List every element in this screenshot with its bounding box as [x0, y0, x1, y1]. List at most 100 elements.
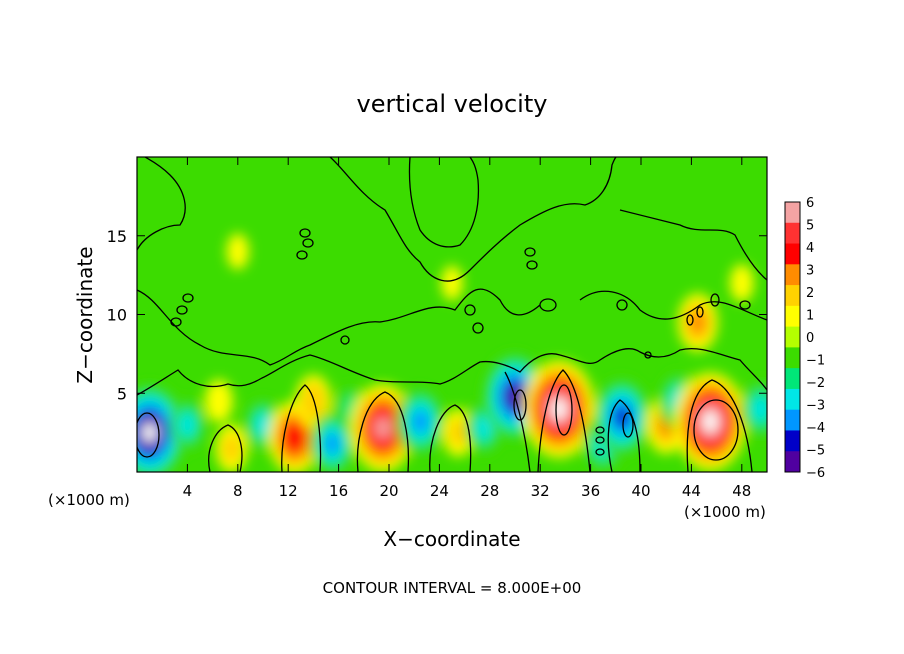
contour-line	[595, 436, 605, 444]
colorbar: 6 5 4 3 2 1 0 −1 −2 −3 −4 −5 −6	[784, 196, 825, 481]
colorbar-label: −1	[806, 354, 825, 369]
colorbar-swatch	[785, 222, 800, 245]
contour-line	[356, 391, 410, 472]
contour-line	[619, 209, 767, 281]
contour-line	[710, 293, 720, 307]
velocity-cell	[752, 396, 767, 422]
contour-line	[513, 389, 527, 421]
colorbar-swatch	[785, 305, 800, 328]
contour-line	[281, 384, 322, 472]
velocity-cell	[448, 418, 468, 448]
velocity-cell	[324, 433, 340, 455]
contour-lines	[137, 157, 767, 472]
colorbar-swatch	[785, 202, 800, 224]
velocity-field	[137, 233, 767, 472]
colorbar-swatch	[785, 409, 800, 431]
contour-line	[182, 293, 194, 303]
contour-line	[137, 412, 160, 458]
contour-line	[208, 424, 243, 472]
colorbar-label: 6	[806, 196, 814, 211]
x-tick-label: 32	[531, 482, 550, 500]
x-axis-unit-right: (×1000 m)	[684, 503, 766, 521]
x-axis: 4 8 12 16 20 24 28 32 36 40 44 48	[183, 157, 751, 500]
colorbar-swatch	[785, 451, 800, 473]
contour-line	[329, 157, 617, 282]
contour-line	[340, 335, 350, 345]
contour-line	[595, 448, 605, 456]
contour-line	[408, 157, 480, 248]
velocity-cell	[305, 389, 322, 413]
colorbar-swatch	[785, 326, 800, 348]
x-tick-label: 24	[430, 482, 449, 500]
colorbar-label: −5	[806, 444, 825, 459]
contour-line	[537, 369, 591, 472]
x-tick-label: 8	[233, 482, 243, 500]
x-axis-unit-left: (×1000 m)	[48, 491, 130, 509]
colorbar-label: 5	[806, 219, 814, 234]
contour-line	[170, 317, 182, 327]
colorbar-label: 1	[806, 309, 814, 324]
contour-line	[524, 247, 536, 257]
velocity-cell	[375, 417, 391, 439]
colorbar-swatch	[785, 285, 800, 307]
contour-line	[429, 404, 472, 472]
x-tick-label: 40	[631, 482, 650, 500]
contour-line	[739, 300, 751, 310]
velocity-cell	[703, 411, 718, 432]
contour-line	[579, 290, 767, 321]
contour-line	[696, 306, 704, 318]
contour-line	[686, 379, 753, 472]
contour-line	[302, 238, 314, 248]
contour-line	[616, 299, 628, 311]
y-tick-label: 5	[117, 384, 127, 403]
colorbar-label: −6	[806, 466, 825, 481]
y-axis: 5 10 15	[107, 227, 767, 403]
velocity-cell	[412, 410, 429, 433]
colorbar-frame	[784, 201, 801, 473]
velocity-cell	[255, 413, 271, 437]
velocity-cell	[551, 399, 567, 419]
contour-line	[526, 260, 538, 270]
y-tick-label: 10	[107, 306, 127, 325]
colorbar-label: −3	[806, 399, 825, 414]
velocity-cell	[179, 413, 196, 437]
contour-line	[622, 412, 634, 438]
x-tick-label: 44	[682, 482, 701, 500]
contour-line	[137, 348, 767, 396]
velocity-cell	[729, 264, 754, 302]
colorbar-swatch	[785, 243, 800, 265]
velocity-cell	[210, 388, 228, 415]
colorbar-swatch	[785, 347, 800, 369]
contour-line	[595, 426, 605, 434]
chart-title: vertical velocity	[357, 90, 548, 118]
contour-line	[299, 228, 311, 238]
x-tick-label: 16	[329, 482, 348, 500]
contour-line	[464, 304, 476, 316]
x-tick-label: 28	[480, 482, 499, 500]
velocity-cell	[142, 422, 157, 443]
contour-line	[176, 305, 188, 315]
contour-line	[472, 322, 484, 334]
contour-line	[296, 250, 308, 260]
colorbar-label: 2	[806, 286, 814, 301]
contour-line	[686, 314, 694, 326]
velocity-cell	[475, 416, 492, 440]
contour-line	[539, 298, 557, 312]
contour-line	[137, 288, 541, 366]
colorbar-swatch	[785, 264, 800, 286]
contour-line	[644, 351, 652, 359]
velocity-cell	[614, 406, 630, 428]
velocity-cell	[441, 265, 463, 301]
contour-line	[693, 399, 739, 461]
velocity-cell	[226, 233, 249, 270]
velocity-cell	[287, 427, 302, 448]
contour-line	[555, 384, 573, 436]
colorbar-swatch	[785, 368, 800, 390]
colorbar-swatch	[785, 430, 800, 452]
colorbar-label: 0	[806, 331, 814, 346]
velocity-cell	[221, 433, 242, 463]
contour-line	[137, 157, 186, 251]
contour-line	[504, 371, 531, 472]
